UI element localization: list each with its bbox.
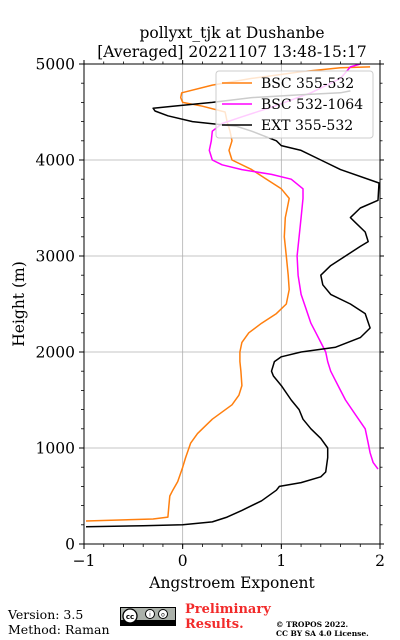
- x-tick-label-3: 2: [375, 552, 385, 570]
- preliminary-line-2: Results.: [185, 617, 244, 632]
- y-tick-label-4: 4000: [36, 152, 75, 170]
- legend: BSC 355-532 BSC 532-1064 EXT 355-532: [215, 70, 374, 139]
- legend-box: [215, 70, 374, 139]
- cc-by-sa-icon: cc i o: [120, 607, 176, 626]
- copyright-notice: © TROPOS 2022. CC BY SA 4.0 License.: [276, 620, 369, 638]
- legend-label-0: BSC 355-532: [261, 76, 354, 92]
- chart-title: pollyxt_tjk at Dushanbe: [139, 24, 324, 42]
- x-tick-label-2: 1: [276, 552, 286, 570]
- y-tick-label-3: 3000: [36, 248, 75, 266]
- version-info: Version: 3.5 Method: Raman: [8, 607, 110, 637]
- legend-label-2: EXT 355-532: [261, 118, 353, 134]
- svg-text:o: o: [161, 612, 165, 619]
- plot-frame: [83, 63, 381, 545]
- copyright-line-1: © TROPOS 2022.: [276, 620, 349, 629]
- version-text: Version: 3.5: [8, 607, 84, 622]
- x-axis-label: Angstroem Exponent: [148, 574, 315, 592]
- copyright-line-2: CC BY SA 4.0 License.: [276, 629, 369, 638]
- y-axis-label: Height (m): [10, 261, 28, 347]
- chart-subtitle: [Averaged] 20221107 13:48-15:17: [97, 43, 367, 61]
- y-tick-label-0: 0: [65, 536, 75, 554]
- series-line-bsc-355-532: [85, 66, 371, 522]
- svg-text:cc: cc: [126, 613, 134, 621]
- y-tick-label-1: 1000: [36, 440, 75, 458]
- y-tick-label-5: 5000: [36, 56, 75, 74]
- x-tick-label-1: 0: [178, 552, 188, 570]
- preliminary-line-1: Preliminary: [185, 602, 271, 617]
- svg-text:i: i: [149, 612, 151, 619]
- legend-label-1: BSC 532-1064: [261, 97, 363, 113]
- series-line-ext-355-532: [85, 90, 380, 528]
- preliminary-results-note: Preliminary Results.: [185, 602, 271, 632]
- y-tick-label-2: 2000: [36, 344, 75, 362]
- method-text: Method: Raman: [8, 622, 110, 637]
- x-tick-label-0: −1: [73, 552, 96, 570]
